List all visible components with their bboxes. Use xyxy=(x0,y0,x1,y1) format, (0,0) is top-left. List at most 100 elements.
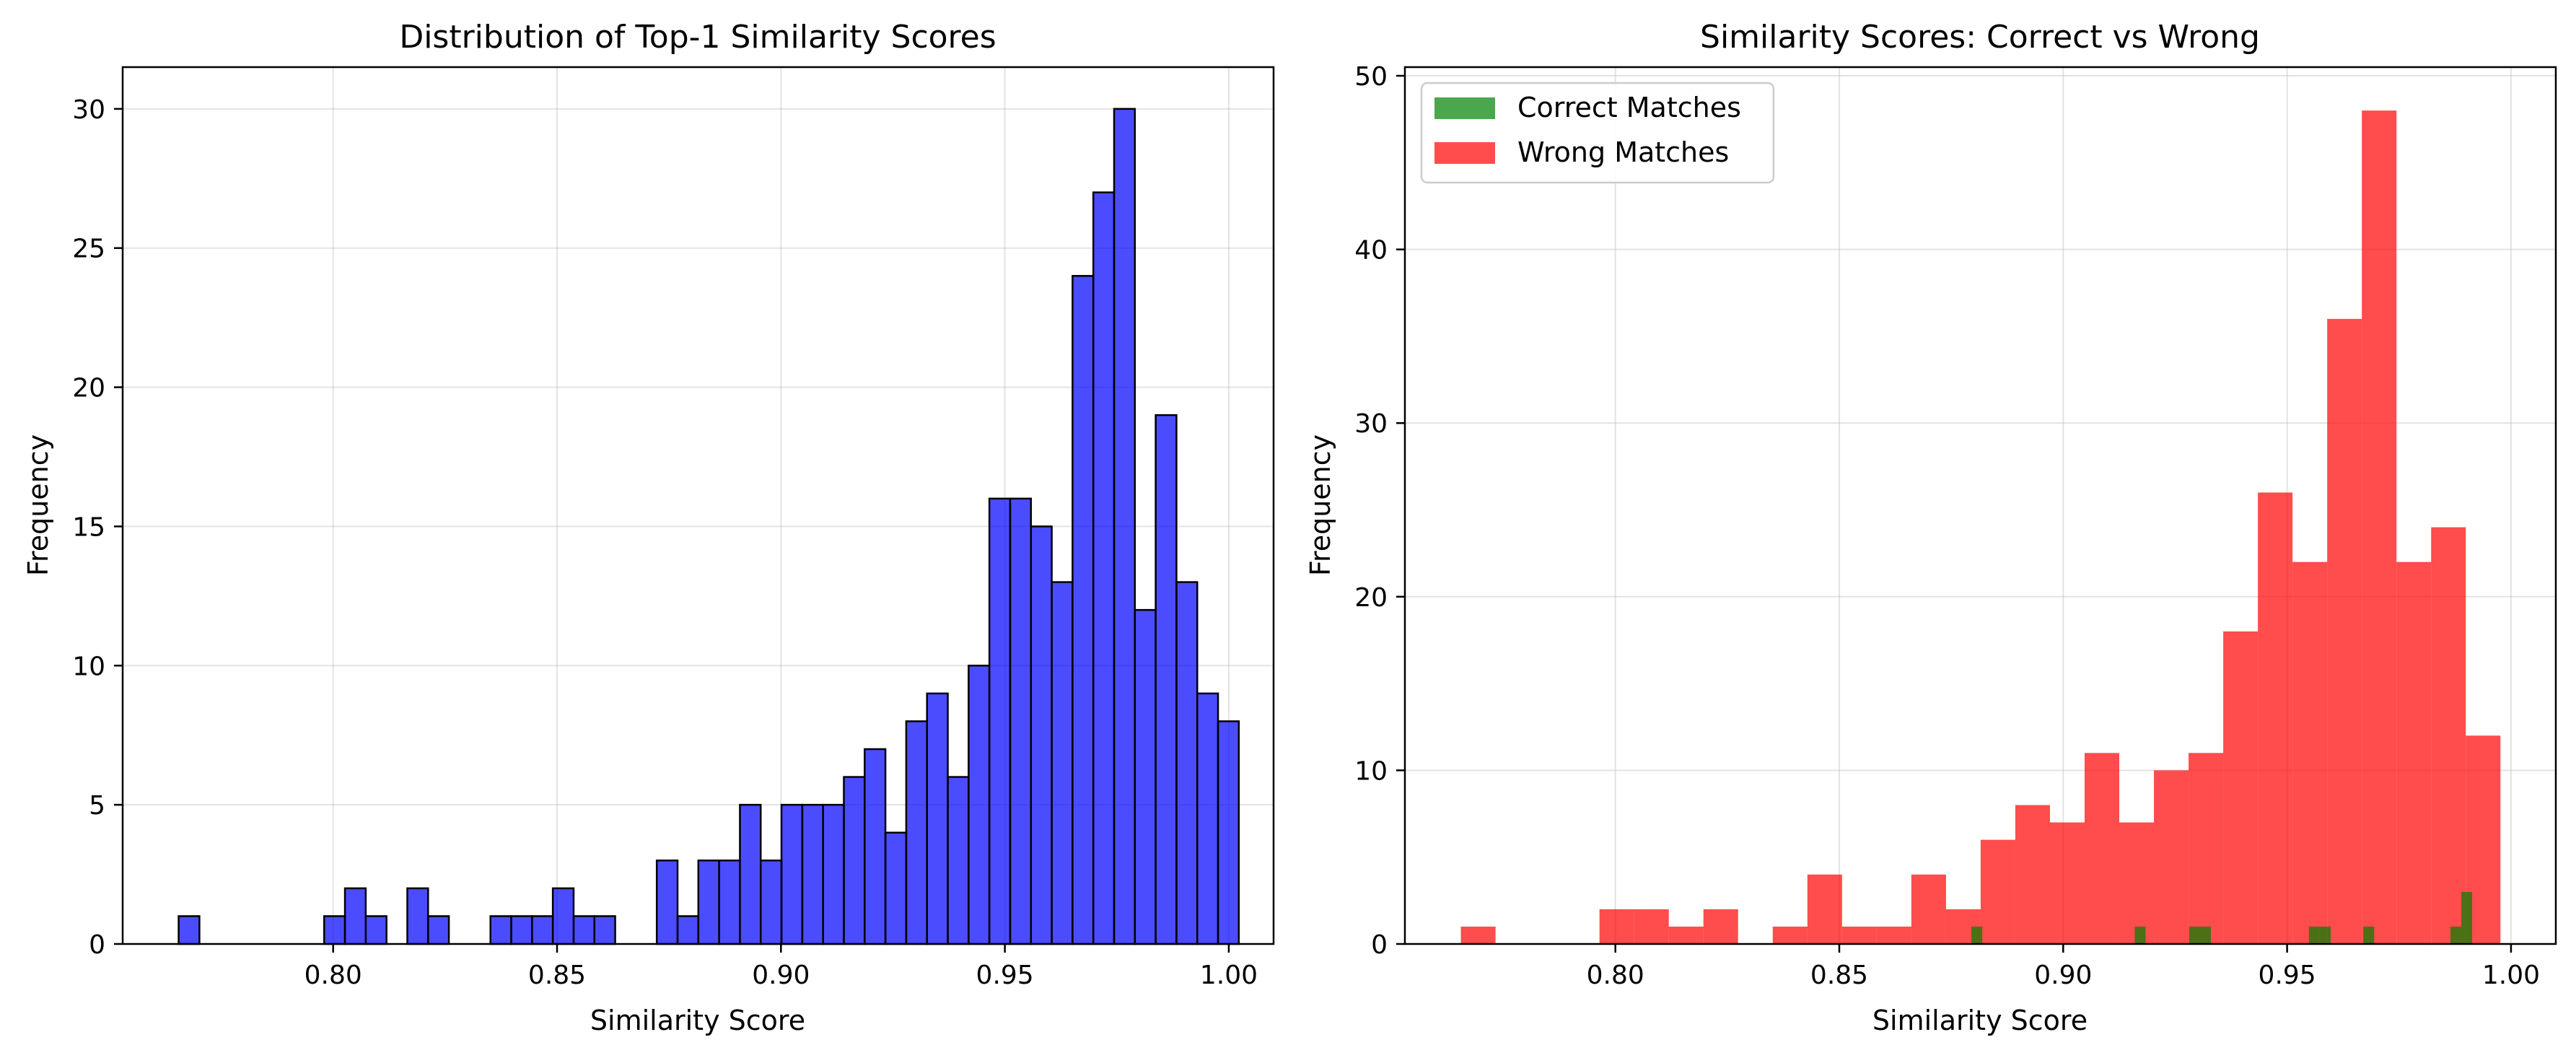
x-tick-label-left-3: 0.95 xyxy=(976,961,1034,990)
y-tick-label-left-5: 25 xyxy=(72,235,105,264)
bar-left-s0-17 xyxy=(531,915,554,945)
bar-left-s0-28 xyxy=(759,860,783,945)
bar-left-s0-35 xyxy=(905,720,928,945)
bar-right-s1-13 xyxy=(1911,874,1946,944)
y-tick-label-right-0: 0 xyxy=(1371,930,1388,960)
histogram-panel-left: 0.80 0.85 0.90 0.95 1.00 0 5 10 15 20 25 30 Distrib… xyxy=(22,19,1275,1036)
bar-left-s0-33 xyxy=(864,748,887,945)
y-tick-label-left-0: 0 xyxy=(89,930,105,960)
bar-left-s0-44 xyxy=(1092,191,1116,945)
bar-left-s0-9 xyxy=(364,915,387,945)
x-axis-label-left: Similarity Score xyxy=(590,1005,805,1036)
x-tick-label-right-3: 0.95 xyxy=(2259,961,2316,990)
x-tick-label-right-4: 1.00 xyxy=(2482,961,2540,990)
y-tick-label-left-2: 10 xyxy=(72,652,105,681)
bar-right-s1-24 xyxy=(2292,561,2328,944)
y-tick-label-right-1: 10 xyxy=(1354,756,1388,786)
bar-right-s1-20 xyxy=(2154,770,2189,944)
bar-left-s0-29 xyxy=(780,803,804,945)
y-tick-label-right-3: 30 xyxy=(1354,409,1388,439)
x-axis-label-right: Similarity Score xyxy=(1872,1005,2087,1036)
bar-left-s0-50 xyxy=(1217,720,1240,945)
bar-left-s0-37 xyxy=(947,776,970,945)
bar-left-s0-8 xyxy=(343,887,367,945)
bar-right-s1-9 xyxy=(1772,926,1808,944)
bar-left-s0-7 xyxy=(323,915,346,945)
bar-left-s0-30 xyxy=(801,803,824,945)
bar-left-s0-20 xyxy=(593,915,616,945)
bar-right-s0-44 xyxy=(2450,926,2462,944)
x-tick-label-left-4: 1.00 xyxy=(1200,961,1258,990)
bar-left-s0-16 xyxy=(510,915,533,945)
bar-right-s0-21 xyxy=(2199,926,2212,944)
bar-right-s1-5 xyxy=(1634,909,1669,944)
legend-label-wrong: Wrong Matches xyxy=(1517,136,1729,168)
bar-right-s0-20 xyxy=(2189,926,2200,944)
x-tick-label-left-0: 0.80 xyxy=(305,961,362,990)
bar-left-s0-11 xyxy=(406,887,429,945)
x-tick-label-right-2: 0.90 xyxy=(2034,961,2092,990)
bar-right-s1-25 xyxy=(2327,318,2362,944)
bar-right-s1-21 xyxy=(2189,753,2224,944)
y-axis-label-right: Frequency xyxy=(1305,434,1336,576)
bar-left-s0-42 xyxy=(1051,581,1074,945)
legend: Correct Matches Wrong Matches xyxy=(1420,82,1775,184)
bar-left-s0-26 xyxy=(718,860,741,945)
bar-right-s1-23 xyxy=(2258,492,2293,944)
bar-left-s0-40 xyxy=(1009,497,1033,945)
bar-left-s0-48 xyxy=(1175,581,1199,945)
bar-left-s0-25 xyxy=(697,860,720,945)
bar-right-s0-36 xyxy=(2363,926,2375,944)
chart-title-left: Distribution of Top-1 Similarity Scores xyxy=(399,19,996,56)
bar-left-s0-15 xyxy=(489,915,512,945)
bar-left-s0-0 xyxy=(178,915,201,945)
bar-right-s1-0 xyxy=(1460,926,1496,944)
bar-right-s1-26 xyxy=(2362,110,2397,944)
legend-label-correct: Correct Matches xyxy=(1517,92,1741,123)
bar-right-s0-0 xyxy=(1971,926,1983,944)
bar-right-s1-15 xyxy=(1980,839,2015,944)
bars-right xyxy=(1460,110,2501,944)
bar-right-s1-18 xyxy=(2085,753,2120,944)
ticks-left: 0.80 0.85 0.90 0.95 1.00 0 5 10 15 20 25 30 xyxy=(72,95,1258,990)
bar-left-s0-12 xyxy=(427,915,450,945)
bar-left-s0-32 xyxy=(843,776,866,945)
bar-right-s0-15 xyxy=(2134,926,2146,944)
y-tick-label-right-2: 20 xyxy=(1354,583,1388,613)
bar-left-s0-31 xyxy=(822,803,845,945)
histogram-panel-right: 0.80 0.85 0.90 0.95 1.00 0 10 20 30 40 50 Similari… xyxy=(1305,19,2557,1036)
bar-left-s0-38 xyxy=(968,665,991,945)
y-tick-label-right-4: 40 xyxy=(1354,236,1388,266)
bars-left xyxy=(178,108,1240,945)
x-tick-label-right-1: 0.85 xyxy=(1810,961,1868,990)
ticks-right: 0.80 0.85 0.90 0.95 1.00 0 10 20 30 40 50 xyxy=(1354,62,2540,990)
bar-left-s0-47 xyxy=(1155,414,1178,945)
bar-right-s1-10 xyxy=(1807,874,1842,944)
bar-left-s0-18 xyxy=(551,887,575,945)
bar-right-s1-17 xyxy=(2049,822,2085,944)
x-tick-label-left-1: 0.85 xyxy=(528,961,586,990)
bar-right-s1-11 xyxy=(1841,926,1877,944)
bar-right-s1-19 xyxy=(2119,822,2155,944)
bar-right-s1-4 xyxy=(1599,909,1634,944)
legend-swatch-correct xyxy=(1434,97,1495,119)
bar-right-s1-6 xyxy=(1668,926,1704,944)
bar-right-s0-32 xyxy=(2319,926,2331,944)
bar-right-s1-22 xyxy=(2223,631,2259,944)
y-tick-label-right-5: 50 xyxy=(1354,62,1388,92)
bar-left-s0-23 xyxy=(655,860,679,945)
bar-right-s1-28 xyxy=(2431,527,2466,944)
bar-right-s1-27 xyxy=(2396,561,2432,944)
x-tick-label-left-2: 0.90 xyxy=(752,961,810,990)
y-tick-label-left-1: 5 xyxy=(89,791,105,821)
x-tick-label-right-0: 0.80 xyxy=(1587,961,1644,990)
y-axis-label-left: Frequency xyxy=(22,434,54,576)
bar-left-s0-49 xyxy=(1196,692,1219,945)
bar-left-s0-34 xyxy=(884,831,908,945)
axes-frame-right xyxy=(1403,66,2557,945)
bar-left-s0-46 xyxy=(1134,608,1157,945)
bar-left-s0-24 xyxy=(676,915,700,945)
y-tick-label-left-6: 30 xyxy=(72,95,105,125)
legend-box xyxy=(1420,82,1775,184)
